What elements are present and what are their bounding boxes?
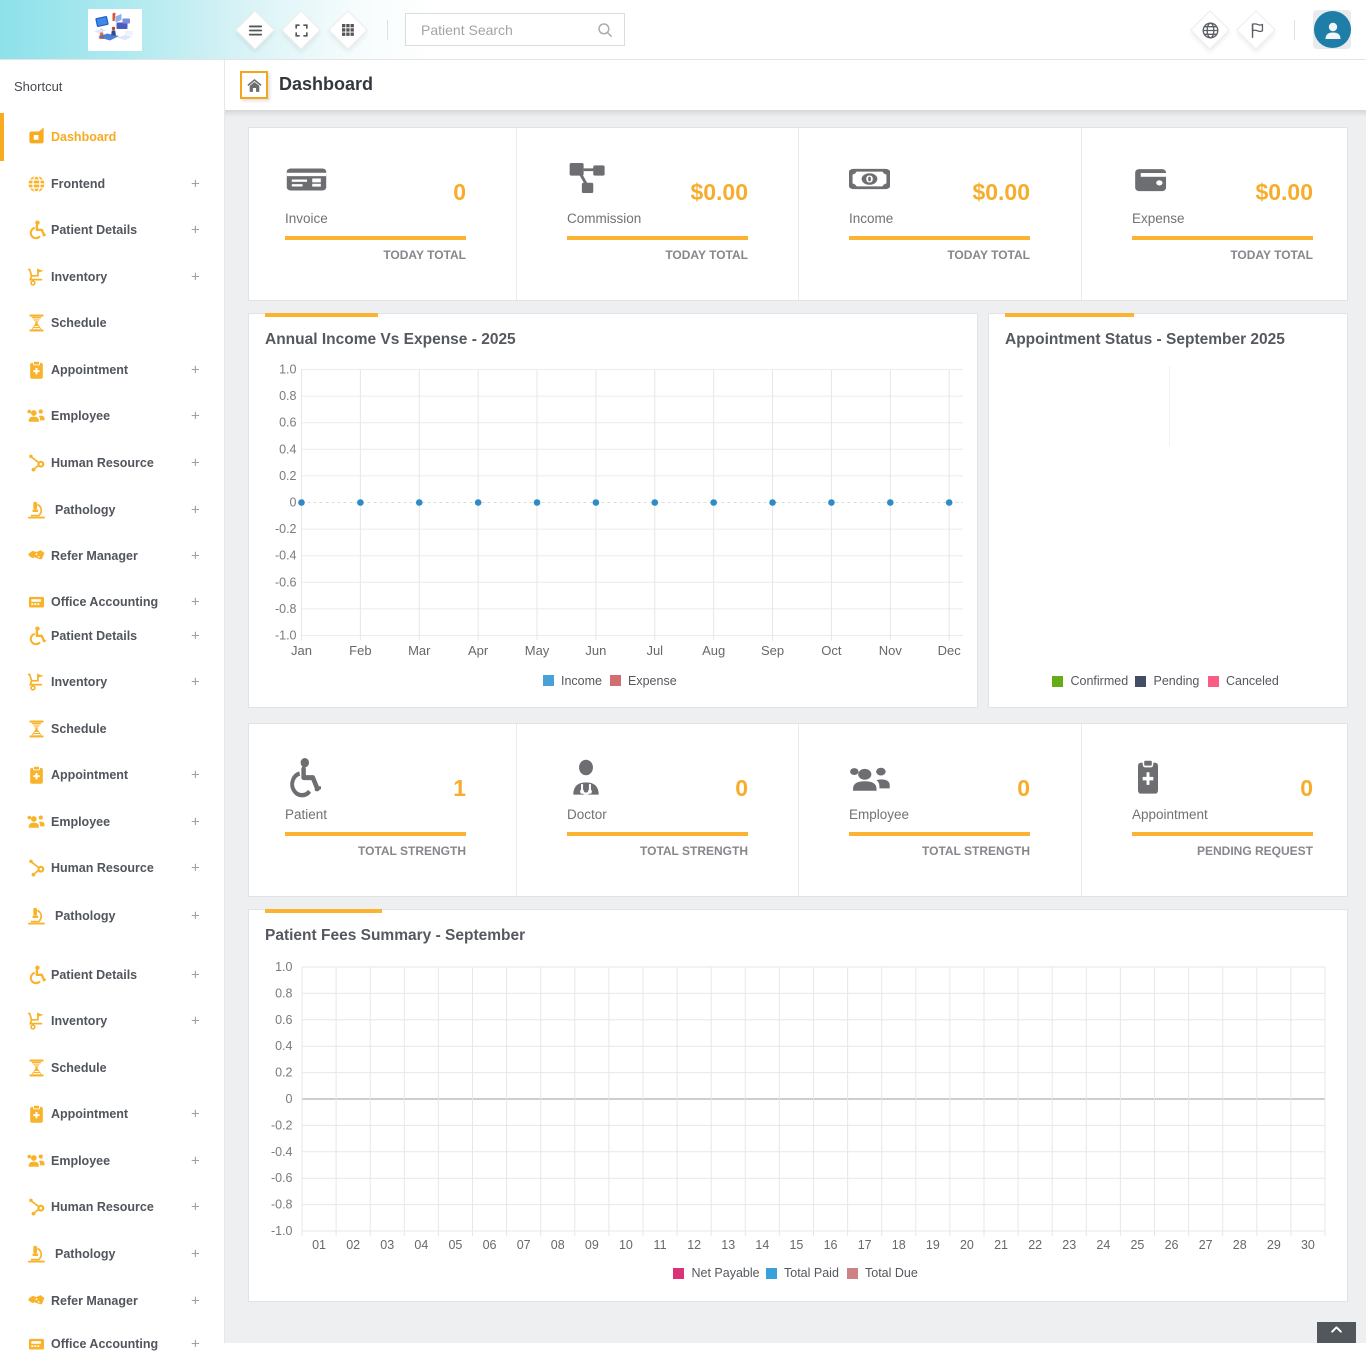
svg-text:10: 10 bbox=[619, 1238, 633, 1252]
svg-text:17: 17 bbox=[858, 1238, 872, 1252]
svg-text:03: 03 bbox=[380, 1238, 394, 1252]
svg-text:22: 22 bbox=[1028, 1238, 1042, 1252]
svg-text:21: 21 bbox=[994, 1238, 1008, 1252]
svg-text:-0.4: -0.4 bbox=[275, 549, 297, 563]
svg-text:Jun: Jun bbox=[585, 643, 606, 658]
svg-text:Apr: Apr bbox=[468, 643, 489, 658]
svg-text:0.6: 0.6 bbox=[275, 1012, 292, 1026]
svg-text:05: 05 bbox=[448, 1238, 462, 1252]
svg-text:1.0: 1.0 bbox=[275, 960, 292, 974]
svg-text:0.8: 0.8 bbox=[275, 986, 292, 1000]
svg-text:0: 0 bbox=[866, 173, 874, 185]
svg-text:23: 23 bbox=[1062, 1238, 1076, 1252]
svg-text:Aug: Aug bbox=[702, 643, 725, 658]
svg-text:27: 27 bbox=[1199, 1238, 1213, 1252]
svg-text:0: 0 bbox=[290, 496, 297, 510]
svg-text:0: 0 bbox=[286, 1092, 293, 1106]
svg-text:1.0: 1.0 bbox=[279, 363, 296, 377]
svg-text:Feb: Feb bbox=[349, 643, 371, 658]
svg-text:15: 15 bbox=[789, 1238, 803, 1252]
svg-text:12: 12 bbox=[687, 1238, 701, 1252]
svg-text:13: 13 bbox=[721, 1238, 735, 1252]
svg-text:30: 30 bbox=[1301, 1238, 1315, 1252]
svg-text:16: 16 bbox=[824, 1238, 838, 1252]
svg-text:Dec: Dec bbox=[938, 643, 962, 658]
svg-text:26: 26 bbox=[1165, 1238, 1179, 1252]
svg-text:06: 06 bbox=[483, 1238, 497, 1252]
svg-text:24: 24 bbox=[1096, 1238, 1110, 1252]
svg-text:04: 04 bbox=[414, 1238, 428, 1252]
svg-text:07: 07 bbox=[517, 1238, 531, 1252]
svg-text:-0.4: -0.4 bbox=[271, 1144, 293, 1158]
svg-text:Sep: Sep bbox=[761, 643, 784, 658]
svg-text:0.2: 0.2 bbox=[279, 469, 296, 483]
svg-text:May: May bbox=[525, 643, 550, 658]
svg-text:0.4: 0.4 bbox=[279, 442, 296, 456]
svg-text:0.8: 0.8 bbox=[279, 389, 296, 403]
svg-text:-0.8: -0.8 bbox=[275, 602, 297, 616]
svg-text:29: 29 bbox=[1267, 1238, 1281, 1252]
svg-text:18: 18 bbox=[892, 1238, 906, 1252]
svg-text:14: 14 bbox=[755, 1238, 769, 1252]
svg-text:0.4: 0.4 bbox=[275, 1039, 292, 1053]
svg-text:19: 19 bbox=[926, 1238, 940, 1252]
svg-text:0.2: 0.2 bbox=[275, 1065, 292, 1079]
svg-text:Nov: Nov bbox=[879, 643, 903, 658]
svg-text:01: 01 bbox=[312, 1238, 326, 1252]
svg-text:28: 28 bbox=[1233, 1238, 1247, 1252]
svg-text:02: 02 bbox=[346, 1238, 360, 1252]
svg-text:Jul: Jul bbox=[646, 643, 663, 658]
svg-text:-1.0: -1.0 bbox=[275, 629, 297, 643]
svg-text:-0.2: -0.2 bbox=[271, 1118, 293, 1132]
svg-text:Oct: Oct bbox=[821, 643, 842, 658]
svg-text:09: 09 bbox=[585, 1238, 599, 1252]
svg-text:0.6: 0.6 bbox=[279, 416, 296, 430]
svg-text:25: 25 bbox=[1130, 1238, 1144, 1252]
svg-text:-1.0: -1.0 bbox=[271, 1224, 293, 1238]
svg-text:-0.8: -0.8 bbox=[271, 1197, 293, 1211]
svg-text:-0.2: -0.2 bbox=[275, 522, 297, 536]
svg-text:Mar: Mar bbox=[408, 643, 431, 658]
svg-text:-0.6: -0.6 bbox=[275, 575, 297, 589]
svg-text:-0.6: -0.6 bbox=[271, 1171, 293, 1185]
svg-text:11: 11 bbox=[654, 1238, 667, 1252]
svg-text:Jan: Jan bbox=[291, 643, 312, 658]
svg-text:08: 08 bbox=[551, 1238, 565, 1252]
svg-text:20: 20 bbox=[960, 1238, 974, 1252]
